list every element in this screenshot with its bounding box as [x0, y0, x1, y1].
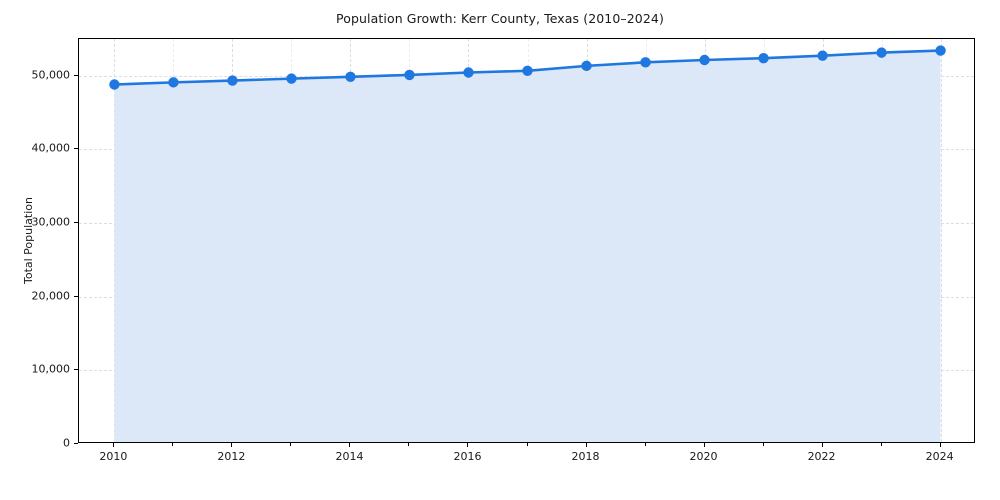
x-tick-mark-minor: [526, 443, 528, 446]
y-tick-mark: [74, 74, 78, 76]
x-tick-mark: [349, 443, 351, 447]
x-tick-label: 2012: [217, 450, 246, 463]
data-point-marker: [876, 47, 887, 58]
y-tick-label: 10,000: [31, 362, 71, 376]
x-tick-mark-minor: [172, 443, 174, 446]
x-tick-mark: [467, 443, 469, 447]
data-point-marker: [935, 45, 946, 56]
plot-area: [78, 38, 975, 443]
series-plot: [109, 45, 946, 442]
x-tick-mark-minor: [762, 443, 764, 446]
y-axis-label: Total Population: [22, 197, 35, 284]
y-tick-label: 30,000: [31, 215, 71, 229]
x-tick-mark-minor: [290, 443, 292, 446]
x-tick-label: 2020: [689, 450, 718, 463]
x-tick-mark: [231, 443, 233, 447]
x-tick-label: 2022: [807, 450, 836, 463]
data-point-marker: [522, 65, 533, 77]
y-tick-label: 0: [63, 436, 70, 450]
x-tick-mark: [113, 443, 115, 447]
y-tick-mark: [74, 295, 78, 297]
data-point-marker: [286, 73, 297, 84]
x-tick-label: 2016: [453, 450, 482, 463]
area-fill: [114, 50, 941, 442]
chart-title: Population Growth: Kerr County, Texas (2…: [336, 11, 664, 26]
y-tick-label: 20,000: [31, 289, 71, 303]
y-tick-label: 50,000: [31, 68, 71, 82]
data-point-marker: [345, 71, 356, 82]
x-tick-label: 2010: [99, 450, 128, 463]
x-tick-mark: [703, 443, 705, 447]
data-point-marker: [463, 67, 474, 78]
x-tick-label: 2024: [925, 450, 954, 463]
y-tick-mark: [74, 369, 78, 371]
data-point-marker: [404, 69, 415, 81]
x-tick-mark-minor: [880, 443, 882, 446]
data-point-marker: [168, 77, 179, 88]
x-tick-label: 2014: [335, 450, 364, 463]
y-tick-mark: [74, 443, 78, 444]
y-tick-label: 40,000: [31, 141, 71, 155]
x-tick-mark: [939, 443, 941, 447]
x-tick-mark: [585, 443, 587, 447]
x-tick-mark-minor: [644, 443, 646, 446]
data-point-marker: [640, 57, 651, 68]
data-point-marker: [109, 79, 120, 90]
data-point-markers: [109, 45, 946, 90]
gridline-vertical: [940, 39, 942, 442]
x-tick-mark: [821, 443, 823, 447]
data-point-marker: [699, 54, 710, 66]
data-point-marker: [817, 50, 828, 61]
x-tick-label: 2018: [571, 450, 600, 463]
data-point-marker: [227, 75, 238, 86]
data-point-marker: [758, 52, 769, 64]
y-tick-mark: [74, 148, 78, 150]
data-point-marker: [581, 60, 592, 72]
x-tick-mark-minor: [408, 443, 410, 446]
y-tick-mark: [74, 222, 78, 224]
